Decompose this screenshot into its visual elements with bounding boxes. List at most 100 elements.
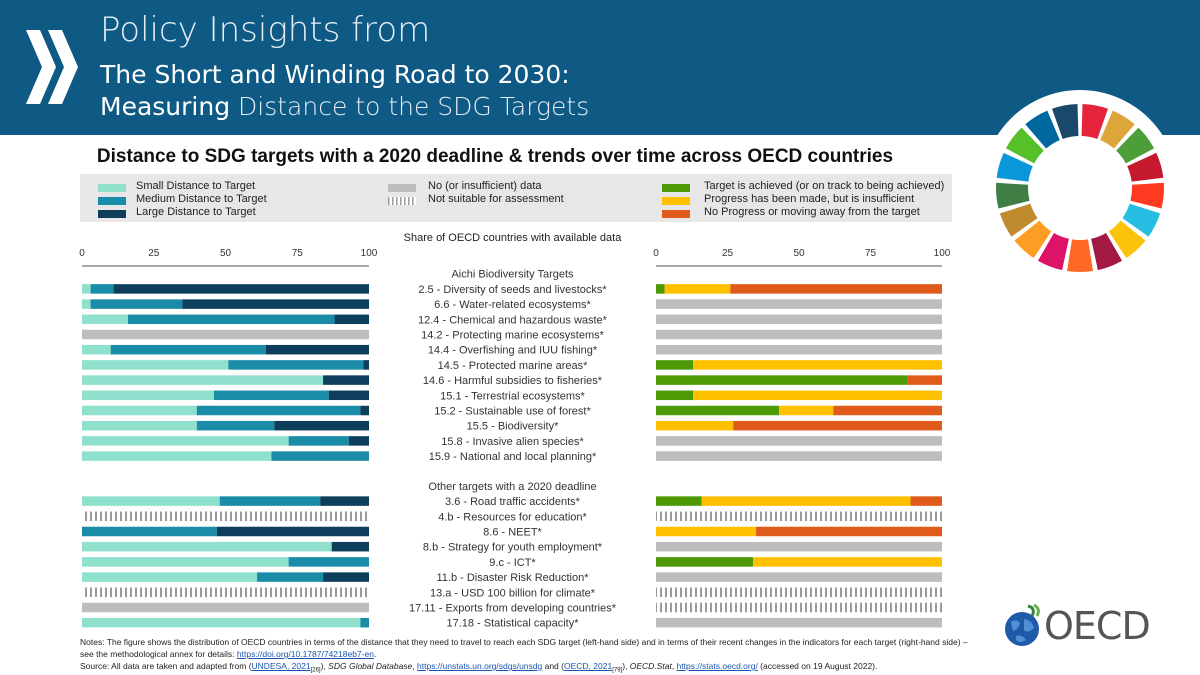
distance-segment-small xyxy=(82,405,197,416)
trend-bar-nodata xyxy=(656,344,942,355)
legend-unsuitable-label: Not suitable for assessment xyxy=(428,193,564,205)
row-label: 11.b - Disaster Risk Reduction* xyxy=(436,572,589,584)
source-prefix: Source: All data are taken and adapted f… xyxy=(80,661,252,671)
distance-segment-small xyxy=(82,299,91,309)
row-label: 17.18 - Statistical capacity* xyxy=(446,618,579,630)
oecd-logo-text: OECD xyxy=(1044,604,1151,648)
source-db2: OECD.Stat xyxy=(629,661,672,671)
sdg-wheel-segment xyxy=(1014,220,1052,259)
row-label: 14.4 - Overfishing and IUU fishing* xyxy=(428,345,598,357)
legend-swatch-nodata xyxy=(388,184,416,192)
sdg-wheel-segment xyxy=(1025,110,1060,149)
row-label: 4.b - Resources for education* xyxy=(438,511,587,523)
distance-segment-medium xyxy=(288,436,349,446)
source-mid4: ), xyxy=(622,661,630,671)
sdg-wheel-segment xyxy=(1081,104,1108,139)
tick-label-left: 100 xyxy=(361,248,378,259)
sdg-wheel-segment xyxy=(1122,203,1161,237)
distance-segment-small xyxy=(82,496,220,506)
header-banner: Policy Insights from The Short and Windi… xyxy=(0,0,1200,135)
tick-label-left: 0 xyxy=(79,248,85,259)
distance-segment-medium xyxy=(257,572,324,582)
legend-swatch-medium xyxy=(98,197,126,205)
sdg-wheel-segment xyxy=(1108,220,1146,259)
tick-label-right: 100 xyxy=(934,248,951,259)
distance-segment-medium xyxy=(196,420,275,431)
source-ref-oecd[interactable]: OECD, 2021 xyxy=(563,661,613,671)
legend-swatch-small xyxy=(98,184,126,192)
distance-bar-unsuitable xyxy=(82,511,369,522)
row-label: 6.6 - Water-related ecosystems* xyxy=(434,299,591,311)
legend-noprogress-label: No Progress or moving away from the targ… xyxy=(704,206,920,218)
tick-label-left: 25 xyxy=(148,248,160,259)
trend-bar-nodata xyxy=(656,436,942,446)
distance-segment-medium xyxy=(90,299,183,309)
chart-title: Distance to SDG targets with a 2020 dead… xyxy=(96,146,894,167)
trend-bar-unsuitable xyxy=(656,587,942,598)
trend-segment-achieved xyxy=(656,360,694,370)
row-label: 13.a - USD 100 billion for climate* xyxy=(430,587,596,599)
trend-segment-progress xyxy=(664,284,731,294)
distance-segment-small xyxy=(82,284,91,294)
sdg-wheel-segment xyxy=(1127,152,1164,182)
sdg-wheel-segment xyxy=(1091,233,1123,271)
trend-segment-progress xyxy=(753,557,942,567)
distance-segment-medium xyxy=(214,390,329,401)
header-line-1: Policy Insights from xyxy=(100,10,431,50)
tick-label-left: 50 xyxy=(220,248,232,259)
legend-swatch-large xyxy=(98,210,126,218)
header-line-2: The Short and Winding Road to 2030: xyxy=(100,60,570,89)
trend-segment-noprogress xyxy=(756,526,942,537)
tick-label-right: 50 xyxy=(793,248,805,259)
distance-segment-small xyxy=(82,572,258,582)
trend-segment-achieved xyxy=(656,375,908,385)
legend-large-label: Large Distance to Target xyxy=(136,206,256,218)
distance-segment-large xyxy=(360,405,369,416)
row-label: 14.2 - Protecting marine ecosystems* xyxy=(421,330,605,342)
row-label: 15.5 - Biodiversity* xyxy=(467,421,559,433)
notes: Notes: The figure shows the distribution… xyxy=(80,636,980,660)
trend-segment-achieved xyxy=(656,405,779,416)
distance-segment-large xyxy=(265,344,369,355)
distance-segment-large xyxy=(323,375,369,385)
legend-swatch-unsuitable xyxy=(388,197,416,205)
trend-bar-nodata xyxy=(656,451,942,461)
distance-segment-small xyxy=(82,314,128,325)
trend-segment-noprogress xyxy=(910,496,942,506)
trend-segment-achieved xyxy=(656,496,702,506)
row-label: 15.1 - Terrestrial ecosystems* xyxy=(440,390,585,402)
header-line-3-rest: Distance to the SDG Targets xyxy=(230,92,590,121)
source-link-oecdstat[interactable]: https://stats.oecd.org/ xyxy=(676,661,758,671)
trend-segment-progress xyxy=(693,360,942,370)
distance-segment-medium xyxy=(82,526,217,537)
header-line-3-bold: Measuring xyxy=(100,92,231,121)
chart: Share of OECD countries with available d… xyxy=(79,232,951,630)
source-db1: SDG Global Database xyxy=(328,661,413,671)
tick-label-right: 75 xyxy=(865,248,877,259)
distance-segment-small xyxy=(82,344,111,355)
trend-bar-nodata xyxy=(656,617,942,628)
trend-bar-nodata xyxy=(656,572,942,582)
sdg-wheel-segment xyxy=(1130,182,1164,209)
sdg-wheel-segment xyxy=(1116,127,1155,164)
trend-segment-achieved xyxy=(656,557,754,567)
distance-segment-medium xyxy=(196,405,361,416)
distance-segment-small xyxy=(82,436,289,446)
distance-bar-nodata xyxy=(82,329,369,340)
notes-link[interactable]: https://doi.org/10.1787/74218eb7-en xyxy=(236,649,374,659)
source-link-unstats[interactable]: https://unstats.un.org/sdgs/unsdg xyxy=(417,661,543,671)
row-label: 15.8 - Invasive alien species* xyxy=(441,436,584,448)
tick-label-right: 0 xyxy=(653,248,659,259)
distance-segment-medium xyxy=(271,451,369,461)
tick-label-left: 75 xyxy=(292,248,304,259)
distance-segment-small xyxy=(82,617,361,628)
source-mid1: ), xyxy=(320,661,329,671)
source-mid2: , xyxy=(412,661,418,671)
distance-segment-small xyxy=(82,541,332,552)
header-line-3: Measuring Distance to the SDG Targets xyxy=(100,92,589,121)
trend-segment-noprogress xyxy=(730,284,942,294)
distance-segment-small xyxy=(82,420,197,431)
source-mid3: and ( xyxy=(542,661,564,671)
source: Source: All data are taken and adapted f… xyxy=(80,661,980,674)
source-ref-undesa[interactable]: UNDESA, 2021 xyxy=(251,661,311,671)
